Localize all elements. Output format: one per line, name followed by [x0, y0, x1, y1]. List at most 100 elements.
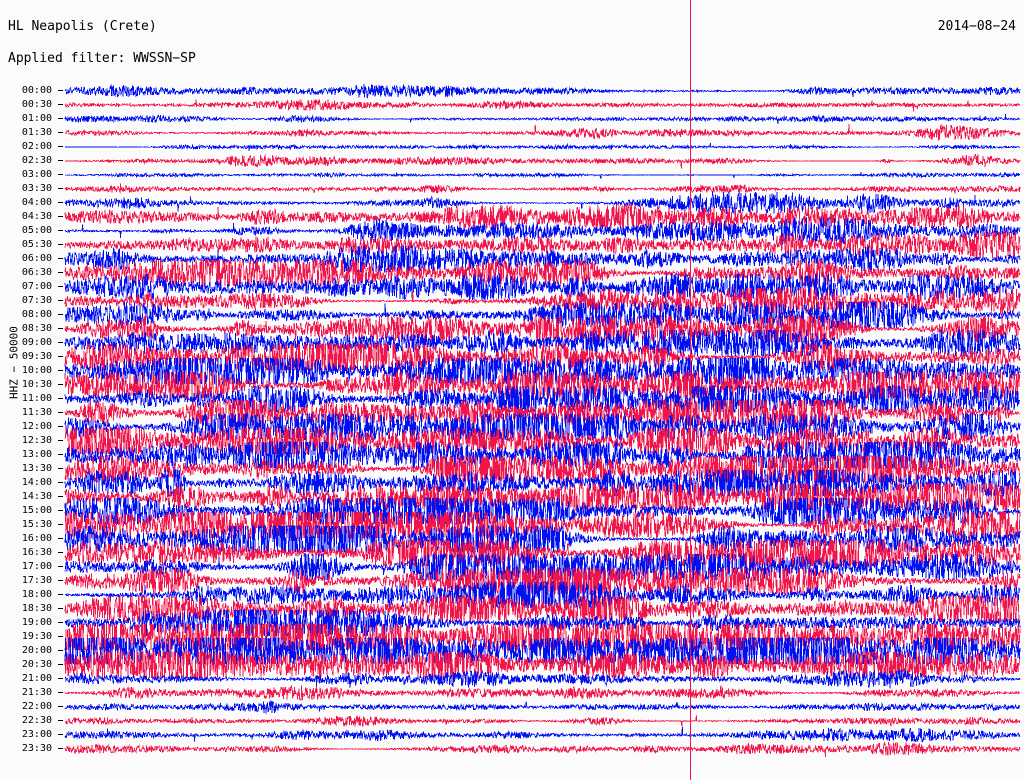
- trace-row[interactable]: 05:30: [0, 230, 1024, 259]
- trace-row[interactable]: 11:00: [0, 384, 1024, 414]
- time-tick-label: 15:00: [21, 505, 52, 516]
- trace-row[interactable]: 03:30: [0, 182, 1024, 196]
- trace-row[interactable]: 00:00: [0, 83, 1024, 99]
- seismic-trace[interactable]: [64, 120, 1021, 146]
- seismic-trace[interactable]: [64, 566, 1021, 596]
- trace-row[interactable]: 09:30: [0, 342, 1024, 372]
- seismic-trace[interactable]: [64, 273, 1021, 302]
- trace-row[interactable]: 05:00: [0, 216, 1024, 245]
- axis-tick-mark: [58, 174, 63, 175]
- axis-tick-mark: [58, 202, 63, 203]
- seismic-trace[interactable]: [64, 440, 1021, 470]
- time-tick-label: 22:00: [21, 701, 52, 712]
- trace-row[interactable]: 04:00: [0, 191, 1024, 214]
- trace-row[interactable]: 21:30: [0, 684, 1024, 701]
- trace-row[interactable]: 09:00: [0, 329, 1024, 358]
- seismic-trace[interactable]: [64, 300, 1021, 329]
- trace-row[interactable]: 06:00: [0, 244, 1024, 273]
- seismic-trace[interactable]: [64, 244, 1021, 273]
- trace-row[interactable]: 07:00: [0, 273, 1024, 302]
- trace-row[interactable]: 12:00: [0, 412, 1024, 442]
- trace-row[interactable]: 07:30: [0, 287, 1024, 316]
- axis-tick-mark: [58, 748, 63, 749]
- current-time-marker-line: [690, 0, 692, 780]
- seismic-trace[interactable]: [64, 650, 1021, 680]
- trace-row[interactable]: 01:00: [0, 112, 1024, 126]
- seismic-trace[interactable]: [64, 176, 1021, 202]
- seismic-trace[interactable]: [64, 106, 1021, 132]
- trace-row[interactable]: 22:30: [0, 714, 1024, 728]
- trace-row[interactable]: 23:00: [0, 726, 1024, 743]
- seismic-trace[interactable]: [64, 216, 1021, 245]
- trace-waveform: [64, 622, 1021, 652]
- time-tick-label: 04:00: [21, 197, 52, 208]
- trace-waveform: [64, 171, 1021, 179]
- seismic-trace[interactable]: [64, 622, 1021, 652]
- seismic-trace[interactable]: [64, 329, 1021, 358]
- time-tick-label: 21:00: [21, 673, 52, 684]
- seismic-trace[interactable]: [64, 78, 1021, 104]
- trace-waveform: [64, 183, 1021, 194]
- trace-row[interactable]: 16:00: [0, 524, 1024, 554]
- seismic-trace[interactable]: [64, 708, 1021, 734]
- seismic-trace[interactable]: [64, 148, 1021, 174]
- trace-row[interactable]: 17:30: [0, 566, 1024, 596]
- trace-row[interactable]: 03:00: [0, 168, 1024, 182]
- trace-waveform: [64, 741, 1021, 758]
- seismic-trace[interactable]: [64, 736, 1021, 762]
- trace-row[interactable]: 08:30: [0, 315, 1024, 343]
- seismic-trace[interactable]: [64, 203, 1021, 231]
- seismic-trace[interactable]: [64, 524, 1021, 554]
- seismic-trace[interactable]: [64, 384, 1021, 414]
- trace-row[interactable]: 14:30: [0, 482, 1024, 512]
- trace-row[interactable]: 00:30: [0, 98, 1024, 112]
- seismic-trace[interactable]: [64, 427, 1021, 456]
- trace-row[interactable]: 23:30: [0, 741, 1024, 758]
- trace-row[interactable]: 13:00: [0, 440, 1024, 470]
- trace-waveform: [64, 258, 1021, 288]
- seismic-trace[interactable]: [64, 258, 1021, 288]
- trace-waveform: [64, 142, 1021, 152]
- time-tick-label: 04:30: [21, 211, 52, 222]
- trace-row[interactable]: 17:00: [0, 552, 1024, 582]
- seismic-trace[interactable]: [64, 92, 1021, 118]
- seismic-trace[interactable]: [64, 552, 1021, 582]
- seismic-trace[interactable]: [64, 342, 1021, 372]
- trace-row[interactable]: 06:30: [0, 258, 1024, 288]
- trace-row[interactable]: 21:00: [0, 669, 1024, 689]
- seismic-trace[interactable]: [64, 454, 1021, 484]
- axis-tick-mark: [58, 552, 63, 553]
- seismic-trace[interactable]: [64, 134, 1021, 160]
- seismic-trace[interactable]: [64, 722, 1021, 748]
- time-tick-label: 20:00: [21, 645, 52, 656]
- trace-row[interactable]: 08:00: [0, 300, 1024, 329]
- seismic-trace[interactable]: [64, 680, 1021, 706]
- trace-row[interactable]: 04:30: [0, 203, 1024, 231]
- trace-row[interactable]: 20:30: [0, 650, 1024, 680]
- trace-row[interactable]: 12:30: [0, 427, 1024, 456]
- seismic-trace[interactable]: [64, 694, 1021, 720]
- time-tick-label: 07:30: [21, 295, 52, 306]
- seismic-trace[interactable]: [64, 666, 1021, 692]
- trace-row[interactable]: 22:00: [0, 699, 1024, 714]
- trace-row[interactable]: 13:30: [0, 454, 1024, 484]
- time-tick-label: 01:30: [21, 127, 52, 138]
- trace-waveform: [64, 427, 1021, 456]
- seismic-trace[interactable]: [64, 412, 1021, 442]
- seismic-trace[interactable]: [64, 482, 1021, 512]
- axis-tick-mark: [58, 608, 63, 609]
- seismic-trace[interactable]: [64, 315, 1021, 343]
- trace-row[interactable]: 19:30: [0, 622, 1024, 652]
- axis-tick-mark: [58, 566, 63, 567]
- trace-row[interactable]: 02:30: [0, 153, 1024, 169]
- seismic-trace[interactable]: [64, 230, 1021, 259]
- trace-row[interactable]: 01:30: [0, 123, 1024, 141]
- seismic-trace[interactable]: [64, 190, 1020, 216]
- seismic-trace[interactable]: [64, 162, 1021, 188]
- axis-tick-mark: [58, 678, 63, 679]
- seismic-trace[interactable]: [64, 287, 1021, 316]
- axis-tick-mark: [58, 300, 63, 301]
- trace-row[interactable]: 02:00: [0, 140, 1024, 154]
- axis-tick-mark: [58, 538, 63, 539]
